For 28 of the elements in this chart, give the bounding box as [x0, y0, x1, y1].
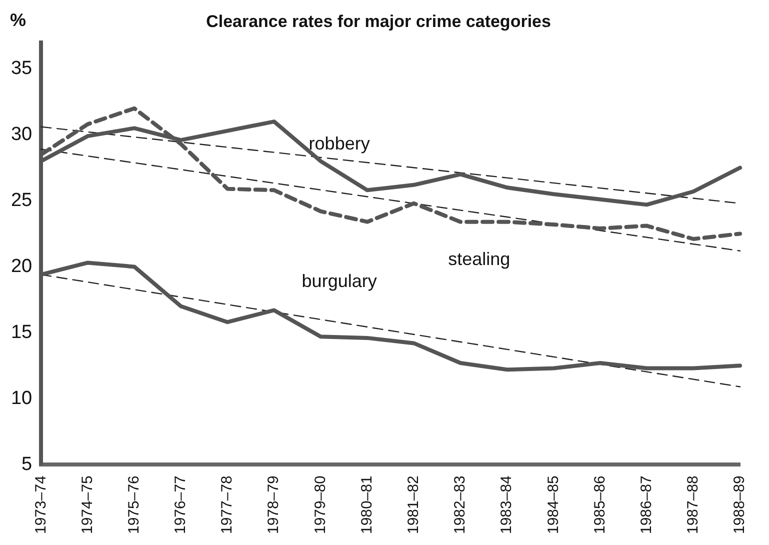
y-tick-label: 35	[10, 58, 32, 80]
x-tick-label: 1979–80	[312, 476, 329, 534]
y-tick-label: 20	[10, 256, 32, 277]
x-tick-label: 1983–84	[498, 476, 516, 534]
y-tick-label: 30	[10, 124, 32, 145]
x-tick-label: 1981–82	[405, 476, 422, 534]
y-tick-label: 10	[10, 388, 32, 409]
series-label: burgulary	[302, 271, 377, 292]
x-tick-label: 1982–83	[452, 476, 469, 534]
x-tick-label: 1974–75	[78, 476, 96, 534]
x-tick-label: 1987–88	[684, 476, 702, 534]
x-tick-label: 1978–79	[265, 476, 282, 534]
x-tick-label: 1985–86	[591, 476, 608, 534]
y-axis-title: %	[10, 10, 26, 30]
x-tick-label: 1976–77	[172, 476, 190, 534]
y-tick-label: 5	[22, 454, 32, 475]
x-tick-label: 1975–76	[125, 476, 142, 534]
series-label: robbery	[308, 134, 370, 154]
x-tick-label: 1984–85	[544, 476, 562, 534]
y-tick-label: 15	[10, 322, 32, 343]
y-tick-label: 25	[10, 190, 32, 211]
x-tick-label: 1986–87	[638, 476, 655, 534]
series-label: stealing	[448, 248, 510, 269]
x-tick-label: 1988–89	[731, 476, 748, 534]
x-tick-label: 1980–81	[358, 476, 376, 534]
x-tick-label: 1977–78	[218, 476, 236, 534]
chart-title: Clearance rates for major crime categories	[206, 12, 551, 31]
x-tick-label: 1973–74	[32, 476, 50, 534]
